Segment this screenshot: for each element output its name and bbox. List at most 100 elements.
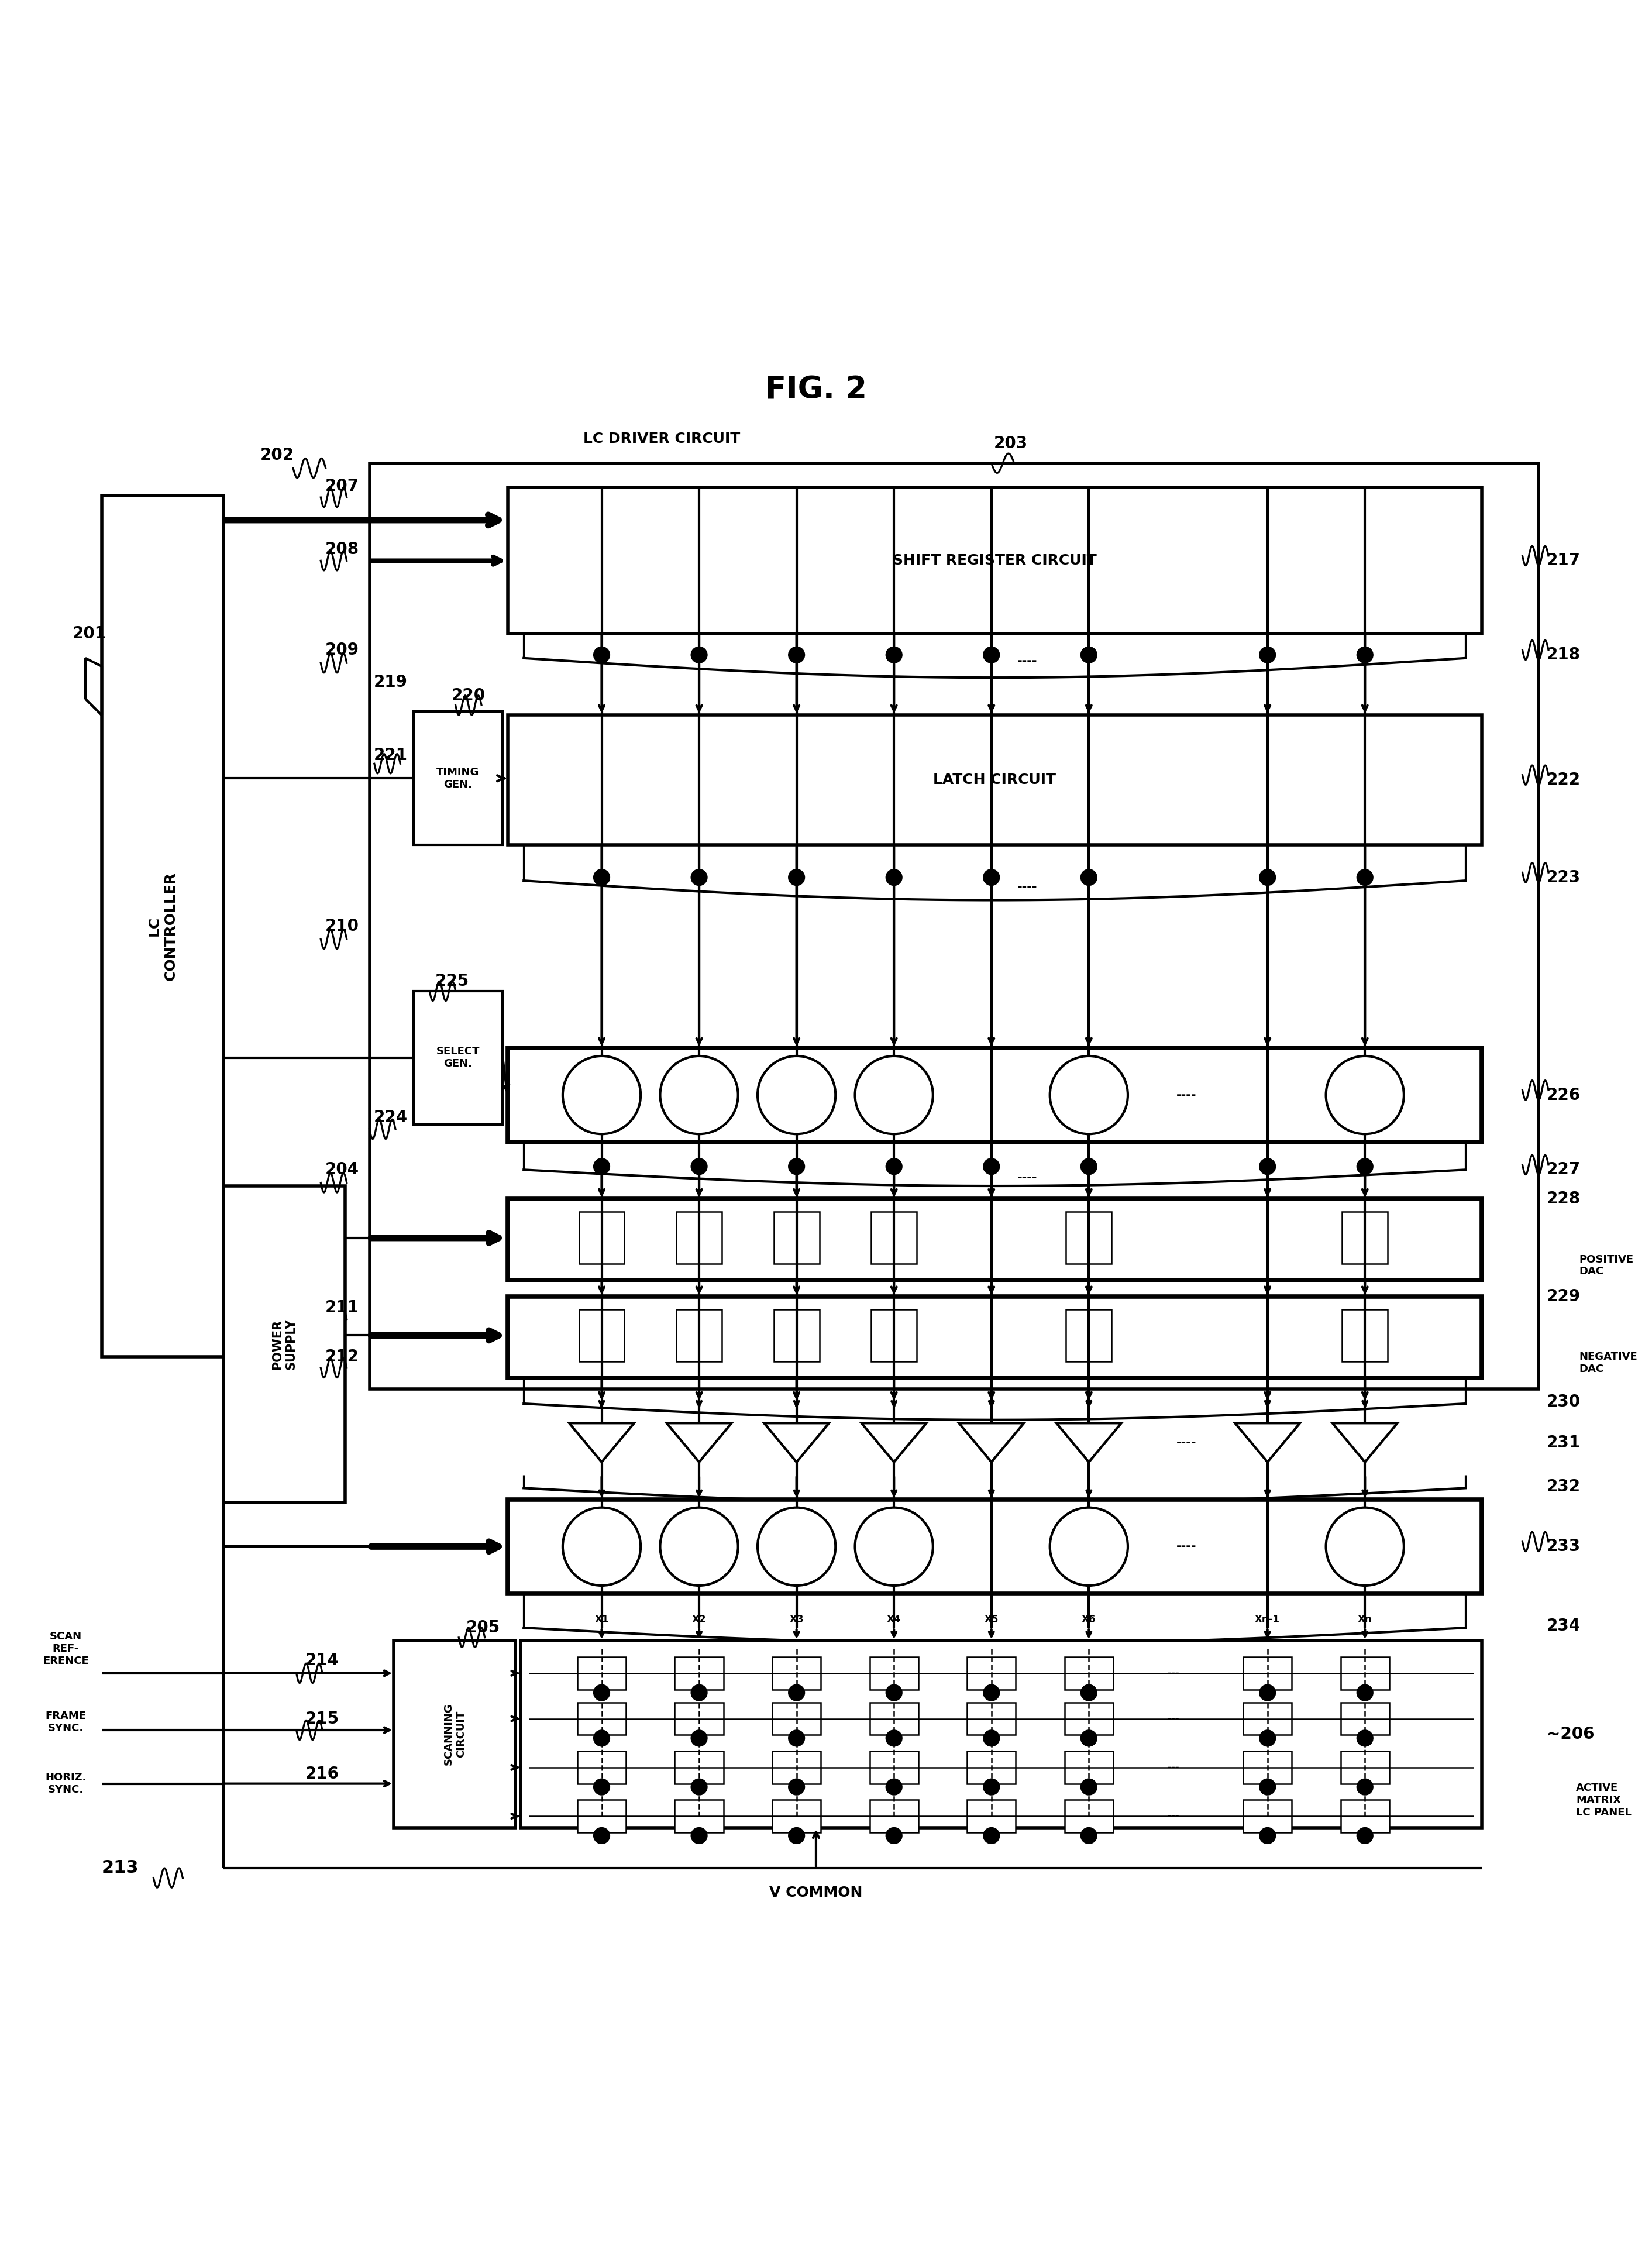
Text: FIG. 2: FIG. 2 — [765, 374, 867, 406]
Bar — [773, 1213, 819, 1264]
Bar — [101, 495, 223, 1356]
Bar — [871, 1309, 917, 1361]
Bar — [577, 1751, 626, 1785]
Circle shape — [1051, 1507, 1128, 1585]
Text: X4: X4 — [887, 1614, 900, 1625]
Bar — [577, 1702, 626, 1735]
Bar — [578, 1309, 624, 1361]
Circle shape — [885, 1731, 902, 1747]
Bar — [1242, 1702, 1292, 1735]
Text: ---: --- — [1168, 1713, 1180, 1724]
Circle shape — [885, 646, 902, 664]
Text: 217: 217 — [1546, 552, 1581, 569]
Circle shape — [1327, 1507, 1404, 1585]
Bar — [1064, 1657, 1113, 1690]
Text: 224: 224 — [373, 1110, 408, 1125]
Text: 227: 227 — [1546, 1161, 1581, 1177]
Bar — [771, 1702, 821, 1735]
Bar — [413, 711, 502, 845]
Text: ----: ---- — [1176, 1437, 1196, 1448]
Text: LC DRIVER CIRCUIT: LC DRIVER CIRCUIT — [583, 433, 740, 446]
Circle shape — [593, 1159, 610, 1175]
Text: ---: --- — [1168, 1668, 1180, 1679]
Text: ACTIVE
MATRIX
LC PANEL: ACTIVE MATRIX LC PANEL — [1576, 1782, 1632, 1818]
Text: LC
CONTROLLER: LC CONTROLLER — [147, 872, 177, 980]
Circle shape — [1356, 870, 1373, 886]
Polygon shape — [1056, 1424, 1122, 1462]
Circle shape — [691, 1684, 707, 1702]
Polygon shape — [1333, 1424, 1398, 1462]
Text: 214: 214 — [306, 1652, 339, 1668]
Polygon shape — [958, 1424, 1024, 1462]
Polygon shape — [765, 1424, 829, 1462]
Bar — [1340, 1702, 1389, 1735]
Circle shape — [1356, 646, 1373, 664]
Text: V COMMON: V COMMON — [770, 1886, 862, 1899]
Text: 234: 234 — [1546, 1619, 1581, 1634]
Text: SELECT
GEN.: SELECT GEN. — [436, 1047, 479, 1069]
Text: 230: 230 — [1546, 1395, 1581, 1410]
Text: 205: 205 — [466, 1619, 501, 1637]
Bar — [577, 1657, 626, 1690]
Text: NEGATIVE
DAC: NEGATIVE DAC — [1579, 1352, 1637, 1374]
Circle shape — [758, 1056, 836, 1134]
Text: 201: 201 — [73, 626, 106, 641]
Circle shape — [1051, 1056, 1128, 1134]
Bar — [869, 1702, 919, 1735]
Circle shape — [1259, 1731, 1275, 1747]
Circle shape — [1259, 870, 1275, 886]
Circle shape — [788, 646, 805, 664]
Circle shape — [1356, 1827, 1373, 1843]
Text: ---: --- — [1168, 1762, 1180, 1773]
Text: SCANNING
CIRCUIT: SCANNING CIRCUIT — [443, 1704, 466, 1764]
Text: SCAN
REF-
ERENCE: SCAN REF- ERENCE — [43, 1632, 89, 1666]
Bar — [674, 1657, 724, 1690]
Text: Xn-1: Xn-1 — [1256, 1614, 1280, 1625]
Bar — [676, 1309, 722, 1361]
Circle shape — [593, 870, 610, 886]
Text: X3: X3 — [790, 1614, 805, 1625]
Bar — [1066, 1213, 1112, 1264]
Circle shape — [983, 1778, 999, 1796]
Circle shape — [758, 1507, 836, 1585]
Text: Xn: Xn — [1358, 1614, 1373, 1625]
Circle shape — [788, 870, 805, 886]
Text: HORIZ.
SYNC.: HORIZ. SYNC. — [45, 1773, 86, 1796]
Circle shape — [788, 1159, 805, 1175]
Bar — [1340, 1800, 1389, 1832]
Bar — [1340, 1751, 1389, 1785]
Text: 220: 220 — [451, 688, 486, 704]
Bar — [869, 1800, 919, 1832]
Circle shape — [1259, 1778, 1275, 1796]
Text: 225: 225 — [434, 973, 469, 989]
Bar — [1064, 1751, 1113, 1785]
Circle shape — [1356, 1778, 1373, 1796]
Circle shape — [563, 1056, 641, 1134]
Circle shape — [1259, 1827, 1275, 1843]
Bar — [869, 1657, 919, 1690]
Text: 229: 229 — [1546, 1289, 1581, 1305]
Bar — [507, 1047, 1482, 1141]
Bar — [1064, 1800, 1113, 1832]
Circle shape — [1356, 1731, 1373, 1747]
Text: ~206: ~206 — [1546, 1726, 1594, 1742]
Circle shape — [983, 1684, 999, 1702]
Bar — [507, 487, 1482, 634]
Text: 233: 233 — [1546, 1538, 1581, 1554]
Circle shape — [1259, 1684, 1275, 1702]
Circle shape — [563, 1507, 641, 1585]
Bar — [869, 1751, 919, 1785]
Text: X2: X2 — [692, 1614, 707, 1625]
Bar — [771, 1751, 821, 1785]
Bar — [1340, 1657, 1389, 1690]
Circle shape — [885, 1684, 902, 1702]
Circle shape — [691, 870, 707, 886]
Text: 228: 228 — [1546, 1191, 1581, 1206]
Circle shape — [983, 1159, 999, 1175]
Bar — [520, 1641, 1482, 1827]
Bar — [773, 1309, 819, 1361]
Bar — [507, 1500, 1482, 1594]
Circle shape — [1259, 646, 1275, 664]
Circle shape — [691, 646, 707, 664]
Text: 208: 208 — [325, 540, 358, 558]
